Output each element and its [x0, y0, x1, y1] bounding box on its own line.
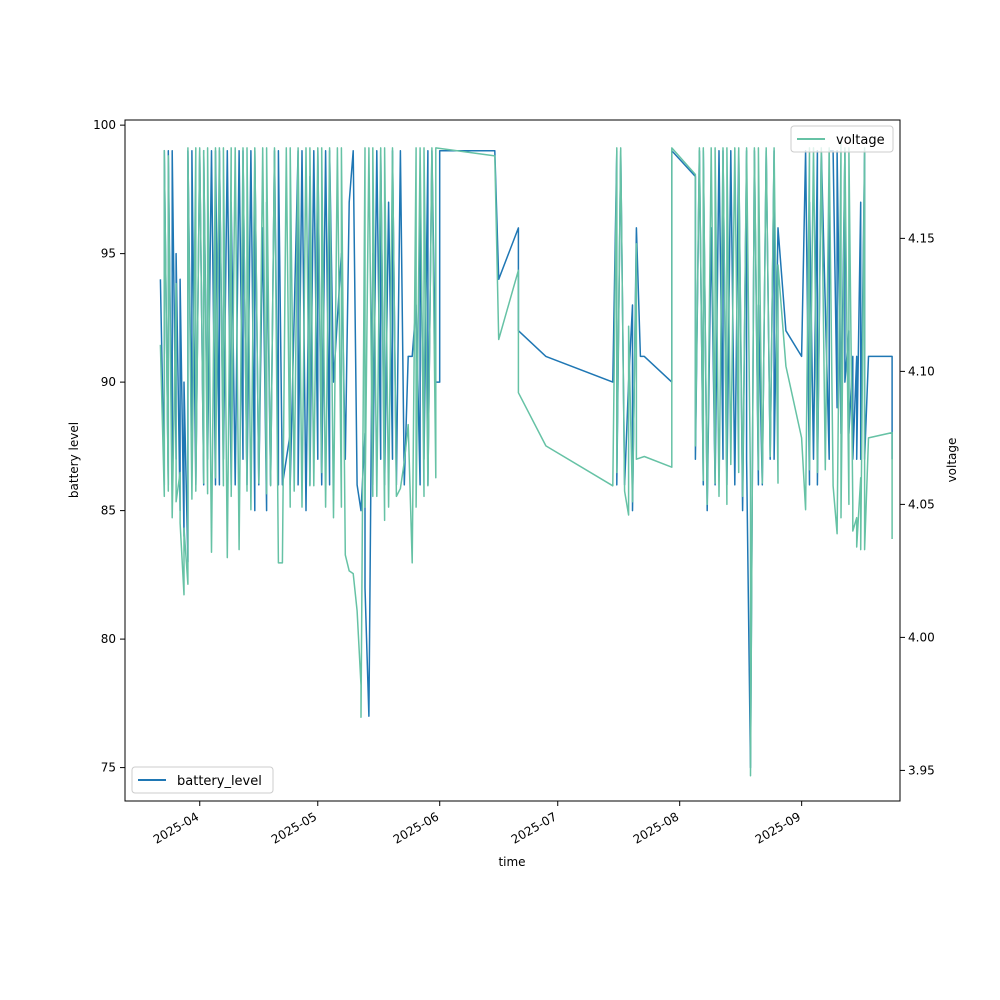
y-axis-label: battery level	[67, 422, 81, 498]
legend-battery-label: battery_level	[177, 774, 262, 789]
legend-voltage-label: voltage	[836, 133, 885, 148]
y2-axis-label: voltage	[945, 438, 959, 483]
y-tick-label: 80	[101, 632, 116, 646]
y-tick-label: 100	[93, 118, 116, 132]
y-tick-label: 90	[101, 375, 116, 389]
y2-tick-label: 4.00	[908, 630, 935, 644]
x-axis-label: time	[498, 855, 525, 869]
legend-voltage: voltage	[790, 125, 894, 153]
y2-tick-label: 4.05	[908, 497, 935, 511]
plot-frame	[124, 119, 901, 802]
series-layer	[159, 141, 893, 777]
legend-voltage-box	[790, 125, 894, 153]
legend-battery-box	[131, 766, 274, 794]
y-tick-label: 75	[101, 761, 116, 775]
y-tick-label: 85	[101, 504, 116, 518]
y2-tick-label: 4.10	[908, 364, 935, 378]
series-line-voltage	[159, 141, 893, 777]
legend-battery: battery_level	[131, 766, 274, 794]
y2-tick-label: 3.95	[908, 763, 935, 777]
y-tick-label: 95	[101, 247, 116, 261]
y2-tick-label: 4.15	[908, 231, 935, 245]
